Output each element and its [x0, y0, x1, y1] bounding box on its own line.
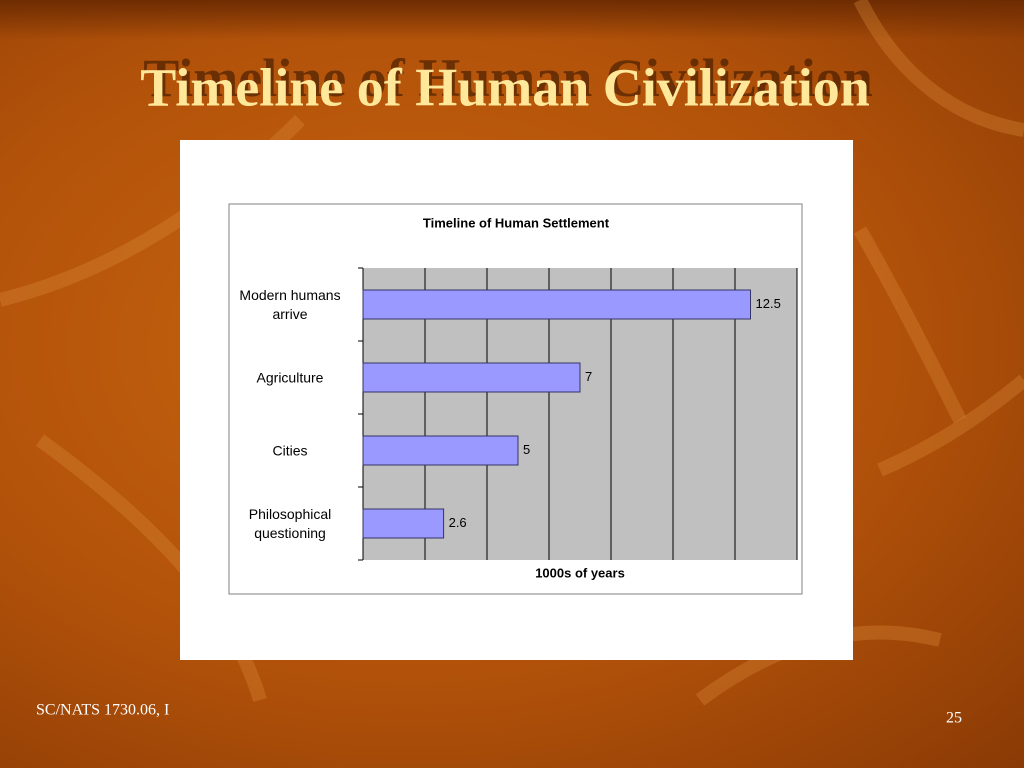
bar — [362, 362, 581, 393]
category-label: Agriculture — [256, 369, 324, 385]
top-shade — [0, 0, 1024, 40]
category-label: Modern humans arrive — [239, 286, 341, 322]
slide-title: Timeline of Human Civilization — [140, 57, 870, 117]
value-label: 2.6 — [449, 515, 467, 530]
value-label: 5 — [523, 442, 530, 457]
category-label: Cities — [272, 442, 308, 458]
footer: SC/NATS 1730.06, I — [36, 702, 169, 719]
value-label: 7 — [585, 369, 592, 384]
category-label: Philosophical questioning — [248, 505, 332, 541]
plot: 12.5 7 5 2.6 — [358, 267, 798, 561]
x-axis-label: 1000s of years — [535, 565, 625, 580]
title-shadow: Timeline of Human Civilization — [143, 48, 873, 108]
chart-title: Timeline of Human Settlement — [423, 215, 610, 230]
bar — [362, 289, 751, 320]
bar — [362, 508, 445, 539]
bar — [362, 435, 519, 466]
page-number: 25 — [946, 710, 962, 727]
value-label: 12.5 — [756, 296, 781, 311]
